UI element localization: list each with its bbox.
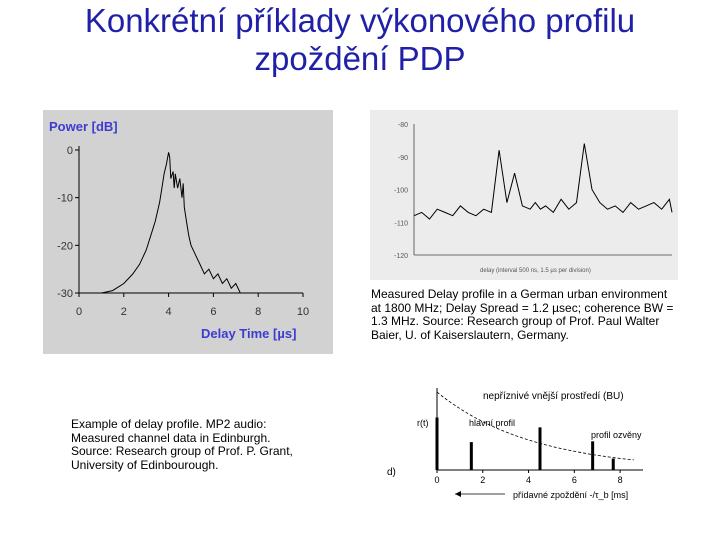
german-chart: -80 -90 -100 -110 -120 delay (interval 500 n…	[394, 122, 673, 274]
edinburgh-x-tick-label: 4	[166, 306, 172, 318]
edinburgh-y-tick-label: -20	[57, 240, 73, 252]
edinburgh-chart-panel: Power [dB] Delay Time [µs] 0 -10 -20 -30 0 2 4…	[43, 110, 333, 354]
page-title: Konkrétní příklady výkonového profilu zp…	[0, 2, 720, 78]
edinburgh-axes	[78, 146, 303, 294]
bu-bars	[435, 417, 615, 470]
bu-x-tick-label: 0	[434, 475, 439, 485]
edinburgh-chart: Power [dB] Delay Time [µs] 0-10-20-300 2 4…	[49, 119, 309, 341]
edinburgh-y-tick-label: -10	[57, 193, 73, 205]
bu-bar	[591, 441, 595, 470]
german-caption-line: Baier, U. of Kaiserslautern, Germany.	[371, 327, 569, 342]
bu-x-tick-label: 2	[480, 475, 485, 485]
bu-x-tick-label: 4	[526, 475, 531, 485]
edinburgh-caption-line: Example of delay profile. MP2 audio:	[71, 417, 267, 431]
german-profile-line	[413, 143, 673, 220]
edinburgh-x-tick-label: 0	[76, 306, 82, 318]
bu-panel-label: d)	[387, 467, 396, 478]
edinburgh-y-tick-label: 0	[67, 145, 73, 157]
edinburgh-x-tick-label: 10	[297, 306, 309, 318]
title-line-2: zpoždění PDP	[254, 40, 466, 77]
edinburgh-y-tick-label: -30	[57, 288, 73, 300]
german-ticks: -80 -90 -100 -110 -120	[394, 122, 408, 260]
bu-bar	[435, 417, 439, 470]
edinburgh-caption-line: University of Edinbourough.	[71, 457, 219, 472]
edinburgh-x-tick-label: 6	[210, 306, 216, 318]
german-y-tick-label: -80	[398, 122, 408, 129]
bu-x-arrow-head	[455, 491, 461, 497]
bu-x-tick-label: 8	[618, 475, 623, 485]
german-caption-line: Measured Delay profile in a German urban…	[371, 287, 668, 301]
bu-chart-title: nepříznivé vnější prostředí (BU)	[483, 391, 624, 402]
german-caption-line: at 1800 MHz; Delay Spread = 1.2 µsec; co…	[371, 300, 674, 315]
german-x-axis-label: delay (interval 500 ns, 1.5 µs per divis…	[480, 268, 591, 274]
bu-envelope-curve	[436, 391, 634, 461]
title-line-1: Konkrétní příklady výkonového profilu	[84, 2, 636, 39]
bu-bar	[611, 458, 615, 470]
german-y-tick-label: -90	[398, 155, 408, 162]
german-caption-line: 1.3 MHz. Source: Research group of Prof.…	[371, 314, 660, 328]
bu-x-axis-label: přídavné zpoždění -/τ_b [ms]	[513, 490, 628, 500]
edinburgh-x-axis-label: Delay Time [µs]	[201, 326, 296, 341]
edinburgh-x-tick-label: 2	[121, 306, 127, 318]
edinburgh-caption-line: Measured channel data in Edinburgh.	[71, 430, 271, 445]
bu-x-tick-label: 6	[572, 475, 577, 485]
german-chart-panel: -80 -90 -100 -110 -120 delay (interval 500 n…	[370, 110, 678, 280]
edinburgh-profile-line	[79, 152, 247, 294]
german-axes	[413, 124, 672, 256]
bu-annotation-main: hlavní profil	[469, 418, 515, 428]
bu-ticks: 0 2 4 6 8	[434, 470, 623, 485]
german-y-tick-label: -100	[394, 188, 408, 195]
german-y-tick-label: -110	[395, 220, 409, 227]
bu-bar	[538, 427, 542, 470]
bu-annotation-echo: profil ozvěny	[591, 430, 642, 440]
edinburgh-y-axis-label: Power [dB]	[49, 119, 118, 134]
edinburgh-ticks: 0-10-20-300 2 4 6 8 10	[57, 145, 309, 318]
bu-chart-panel: nepříznivé vnější prostředí (BU) r(t) hl…	[385, 380, 675, 505]
bu-chart: nepříznivé vnější prostředí (BU) r(t) hl…	[387, 388, 643, 500]
edinburgh-caption-line: Source: Research group of Prof. P. Grant…	[71, 444, 293, 458]
bu-bar	[469, 442, 473, 470]
german-y-tick-label: -120	[394, 253, 408, 260]
bu-y-axis-label: r(t)	[417, 418, 429, 428]
german-caption: Measured Delay profile in a German urban…	[371, 287, 691, 342]
edinburgh-x-tick-label: 8	[255, 306, 261, 318]
edinburgh-caption: Example of delay profile. MP2 audio: Mea…	[71, 417, 331, 472]
